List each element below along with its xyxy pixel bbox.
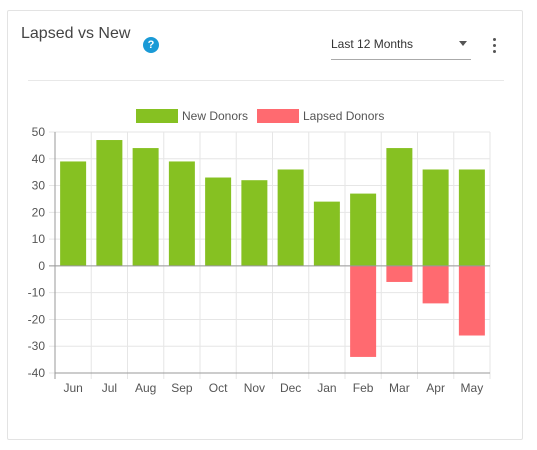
legend: New Donors Lapsed Donors (136, 109, 384, 123)
legend-label-new-donors: New Donors (182, 109, 248, 123)
y-tick-label: 10 (32, 232, 46, 246)
more-options-icon[interactable] (489, 38, 499, 58)
legend-swatch-lapsed-donors (257, 109, 299, 123)
y-tick-label: 40 (32, 152, 46, 166)
axes: 50 40 30 20 10 0 -10 -20 -30 -40 Jun Jul Aug Sep Oct No… (28, 125, 490, 395)
bar-new-donors (205, 177, 232, 266)
x-tick-label: Dec (280, 381, 301, 395)
legend-swatch-new-donors (136, 109, 178, 123)
x-tick-label: Sep (171, 381, 193, 395)
legend-label-lapsed-donors: Lapsed Donors (303, 109, 384, 123)
x-tick-label: Jan (317, 381, 336, 395)
bar-new-donors (422, 169, 449, 266)
x-tick-label: Aug (135, 381, 156, 395)
x-tick-label: May (461, 381, 484, 395)
bar-new-donors (313, 201, 340, 266)
bar-new-donors (350, 193, 377, 266)
bar-lapsed-donors (350, 265, 377, 357)
bar-lapsed-donors (386, 265, 413, 282)
date-range-value: Last 12 Months (331, 37, 414, 51)
card-title: Lapsed vs New (21, 25, 131, 42)
bar-new-donors (386, 148, 413, 266)
bars (60, 140, 485, 357)
x-tick-label: Jun (63, 381, 82, 395)
y-tick-label: -30 (28, 339, 46, 353)
x-tick-label: Oct (209, 381, 228, 395)
bar-new-donors (277, 169, 304, 266)
bar-lapsed-donors (458, 265, 485, 336)
x-tick-label: Nov (244, 381, 265, 395)
x-tick-label: Jul (102, 381, 117, 395)
y-tick-label: -10 (28, 286, 46, 300)
help-icon[interactable]: ? (143, 37, 159, 53)
y-tick-label: -40 (28, 366, 46, 380)
y-tick-label: 50 (32, 125, 46, 139)
y-tick-label: 0 (38, 259, 45, 273)
x-tick-label: Feb (353, 381, 374, 395)
bar-new-donors (168, 161, 195, 266)
bar-new-donors (458, 169, 485, 266)
bar-new-donors (132, 148, 159, 266)
bar-new-donors (60, 161, 87, 266)
y-tick-label: -20 (28, 312, 46, 326)
chevron-down-icon (459, 41, 467, 46)
x-tick-label: Apr (426, 381, 445, 395)
header-divider (28, 80, 504, 81)
bar-lapsed-donors (422, 265, 449, 304)
y-tick-label: 30 (32, 179, 46, 193)
y-tick-label: 20 (32, 205, 46, 219)
x-tick-label: Mar (389, 381, 410, 395)
date-range-select[interactable]: Last 12 Months (331, 33, 471, 60)
bar-new-donors (96, 140, 123, 266)
bar-new-donors (241, 180, 268, 266)
